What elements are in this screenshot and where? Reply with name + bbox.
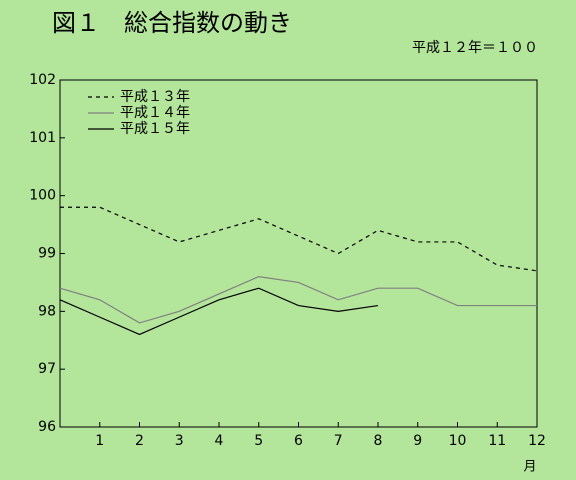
chart-subtitle: 平成１２年＝１００: [412, 40, 538, 56]
x-tick-label: 12: [528, 433, 546, 449]
y-tick-label: 98: [38, 303, 56, 319]
x-tick-label: 10: [449, 433, 467, 449]
x-tick-label: 3: [175, 433, 184, 449]
y-tick-label: 102: [29, 72, 56, 88]
x-tick-label: 2: [135, 433, 144, 449]
x-tick-label: 8: [374, 433, 383, 449]
y-tick-label: 96: [38, 419, 56, 435]
x-tick-label: 5: [254, 433, 263, 449]
legend-label: 平成１５年: [120, 121, 190, 137]
x-tick-label: 4: [215, 433, 224, 449]
y-tick-label: 99: [38, 246, 56, 262]
x-tick-label: 11: [488, 433, 506, 449]
y-tick-label: 101: [29, 130, 56, 146]
x-tick-label: 1: [95, 433, 104, 449]
x-tick-label: 9: [413, 433, 422, 449]
legend-label: 平成１４年: [120, 105, 190, 121]
chart-title: 図１ 総合指数の動き: [52, 9, 292, 37]
series-line: [59, 276, 537, 324]
x-axis-label: 月: [523, 460, 536, 475]
x-tick-label: 7: [334, 433, 343, 449]
legend-label: 平成１３年: [120, 89, 190, 105]
series-line: [60, 206, 538, 272]
y-tick-label: 100: [29, 188, 56, 204]
y-tick-label: 97: [38, 361, 56, 377]
series-line: [59, 287, 379, 336]
x-tick-label: 6: [294, 433, 303, 449]
